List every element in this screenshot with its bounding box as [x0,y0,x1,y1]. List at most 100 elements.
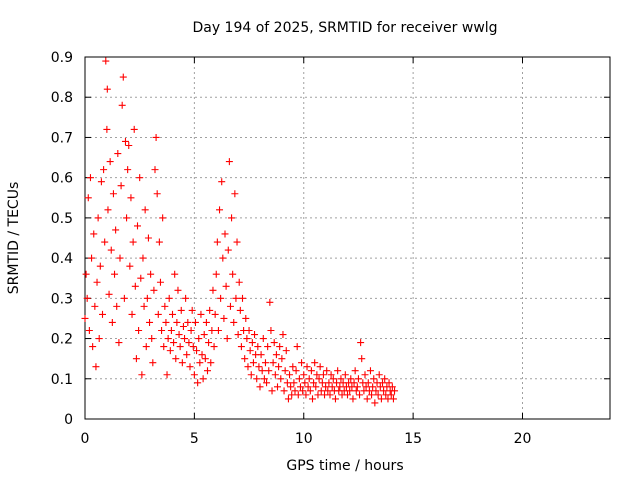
data-point [226,302,234,310]
data-point [380,387,388,395]
data-point [324,387,332,395]
data-point [231,190,239,198]
data-point [361,371,369,379]
y-tick-label: 0.2 [51,332,73,348]
data-point [197,310,205,318]
data-point [372,387,380,395]
data-point [165,294,173,302]
data-point [156,278,164,286]
data-point [291,387,299,395]
data-point [334,367,342,375]
data-point [301,379,309,387]
data-point [207,359,215,367]
data-point [245,327,253,335]
data-point [256,383,264,391]
data-point [381,375,389,383]
data-point [248,339,256,347]
data-point [271,371,279,379]
data-point [307,367,315,375]
data-point [136,174,144,182]
data-point [270,339,278,347]
data-point [322,383,330,391]
data-point [310,379,318,387]
data-point [189,343,197,351]
data-point [319,371,327,379]
x-tick-label: 20 [514,431,532,447]
data-point [377,395,385,403]
data-point [349,395,357,403]
data-point [283,379,291,387]
data-point [223,335,231,343]
x-tick-label: 5 [190,431,199,447]
data-point [261,359,269,367]
data-point [150,286,158,294]
data-point [160,343,168,351]
data-point [387,391,395,399]
data-point [391,387,399,395]
data-point [190,371,198,379]
data-point [288,391,296,399]
data-point [200,331,208,339]
data-point [129,238,137,246]
y-tick-label: 0.1 [51,372,73,388]
data-point [135,327,143,335]
data-point [258,367,266,375]
data-point [91,302,99,310]
data-point [115,339,123,347]
data-point [116,254,124,262]
grid-lines [85,57,610,419]
data-point [154,310,162,318]
data-point [195,335,203,343]
data-point [358,355,366,363]
data-point [268,387,276,395]
data-point [229,270,237,278]
data-point [153,190,161,198]
data-point [170,339,178,347]
data-point [374,391,382,399]
chart-title: Day 194 of 2025, SRMTID for receiver wwl… [192,20,497,36]
data-point [217,294,225,302]
data-point [260,375,268,383]
data-point [90,230,98,238]
data-point [284,395,292,403]
data-point [127,194,135,202]
data-point [265,367,273,375]
data-point [138,371,146,379]
data-point [88,254,96,262]
data-point [103,125,111,133]
data-point [368,391,376,399]
data-point [300,371,308,379]
data-point [369,383,377,391]
data-point [230,318,238,326]
data-point [111,270,119,278]
data-point [244,363,252,371]
data-point [100,166,108,174]
data-point [376,383,384,391]
data-point [313,371,321,379]
data-point [89,343,97,351]
data-point [287,383,295,391]
data-point [81,314,89,322]
data-point [311,359,319,367]
data-point [254,343,262,351]
data-point [108,318,116,326]
data-point [363,395,371,403]
data-point [264,343,272,351]
data-point [155,238,163,246]
data-point [304,383,312,391]
data-point [119,73,127,81]
data-point [102,57,110,65]
data-point [292,367,300,375]
x-tick-label: 10 [295,431,313,447]
data-point [305,375,313,383]
data-point [142,343,150,351]
data-point [178,359,186,367]
data-point [201,355,209,363]
data-point [259,335,267,343]
data-point [109,190,117,198]
data-point [211,310,219,318]
data-point [121,137,129,145]
data-point [206,306,214,314]
data-point [137,274,145,282]
